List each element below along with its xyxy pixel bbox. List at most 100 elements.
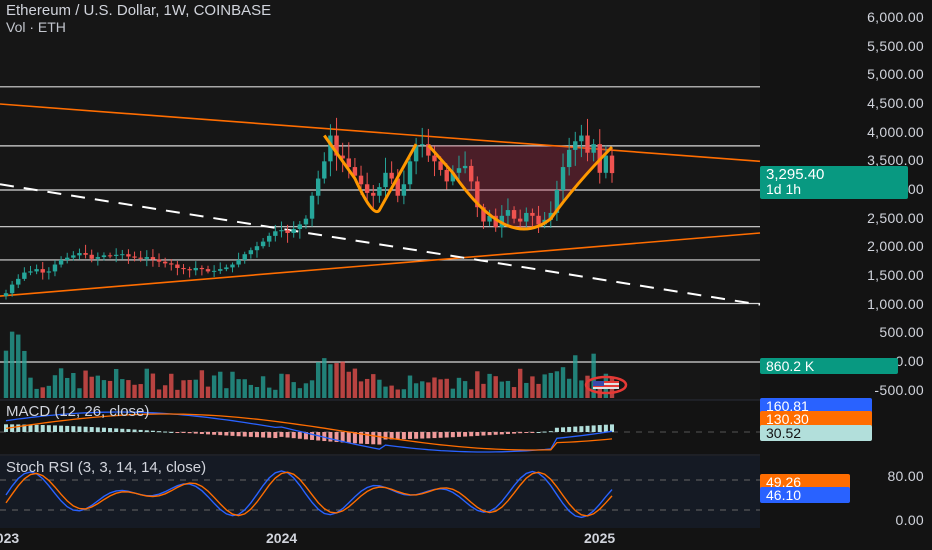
volume-bar (242, 379, 247, 398)
candle-body (426, 144, 431, 156)
macd-histogram-bar (77, 426, 82, 432)
macd-histogram-bar (548, 431, 553, 433)
macd-histogram-bar (573, 426, 578, 432)
macd-histogram-bar (138, 429, 143, 432)
signal-value-badge: 130.30 (760, 411, 872, 427)
macd-histogram-bar (499, 432, 504, 435)
macd-histogram-bar (144, 430, 149, 432)
price-axis-label: -500.00 (874, 381, 924, 398)
price-axis-label: 1,000.00 (867, 295, 924, 312)
macd-histogram-bar (89, 427, 94, 432)
volume-bar (536, 383, 541, 398)
macd-histogram-bar (561, 427, 566, 432)
macd-histogram-bar (254, 432, 259, 438)
candle-body (511, 210, 517, 219)
volume-bar (132, 384, 137, 398)
volume-bar (211, 375, 217, 398)
candle-body (120, 254, 125, 256)
candle-body (267, 235, 272, 242)
macd-histogram-bar (359, 432, 364, 444)
volume-bar (469, 389, 474, 398)
candle-body (383, 172, 388, 188)
volume-bar (371, 374, 376, 398)
candle-body (401, 184, 407, 196)
macd-histogram-bar (95, 427, 100, 432)
macd-histogram-bar (52, 425, 57, 432)
stoch-rsi-pane (0, 470, 760, 519)
macd-histogram-bar (328, 432, 333, 442)
candle-body (469, 165, 474, 182)
volume-badge: 860.2 K (760, 358, 898, 374)
macd-histogram-bar (426, 432, 431, 439)
macd-histogram-bar (218, 432, 223, 436)
macd-pane (0, 411, 760, 453)
volume-bar (383, 386, 388, 398)
price-axis-label: 5,000.00 (867, 66, 924, 83)
candle-body (187, 269, 192, 271)
candle-body (138, 257, 143, 259)
trendline (0, 103, 761, 163)
volume-bar (150, 373, 156, 398)
volume-bar (554, 371, 560, 398)
volume-bar (579, 380, 584, 398)
candle-body (175, 264, 180, 268)
candle-body (456, 168, 462, 173)
macd-value-badge: 160.81 (760, 398, 872, 414)
candle-body (322, 161, 327, 179)
macd-histogram-bar (71, 426, 76, 432)
candle-body (505, 210, 511, 216)
last-price-badge: 3,295.40 1d 1h (760, 166, 908, 199)
price-axis-label: 6,000.00 (867, 9, 924, 25)
volume-bar (52, 375, 58, 398)
macd-histogram-bar (322, 432, 327, 442)
stoch-d-line (5, 471, 613, 517)
macd-histogram-bar (610, 424, 614, 432)
us-flag-icon[interactable] (584, 375, 628, 395)
candle-body (95, 257, 101, 259)
volume-bar (187, 379, 192, 398)
volume-bar (462, 381, 468, 398)
candle-body (46, 271, 52, 273)
price-axis-label: 1,500.00 (867, 267, 924, 283)
volume-bar (113, 368, 119, 398)
candle-body (126, 254, 131, 257)
macd-histogram-bar (132, 429, 137, 432)
volume-bar (322, 358, 327, 398)
stoch-axis-label-0: 0.00 (895, 512, 924, 528)
macd-histogram-bar (59, 425, 64, 432)
trendline (0, 232, 761, 297)
candle-body (113, 254, 119, 256)
candle-body (603, 155, 609, 173)
macd-histogram-bar (22, 424, 27, 432)
candle-body (560, 167, 566, 190)
macd-histogram-bar (150, 430, 155, 432)
candle-body (107, 255, 113, 257)
candle-body (573, 141, 578, 150)
candle-body (493, 215, 498, 228)
volume-bar (120, 379, 125, 398)
volume-bar (279, 373, 284, 398)
candle-body (40, 269, 45, 273)
candle-body (58, 259, 64, 265)
macd-histogram-bar (199, 432, 204, 434)
candle-body (150, 257, 156, 260)
candle-body (438, 161, 443, 170)
macd-histogram-bar (126, 429, 131, 432)
macd-histogram-bar (401, 432, 406, 440)
macd-histogram-bar (83, 426, 88, 432)
candle-body (77, 253, 82, 256)
stoch-rsi-legend: Stoch RSI (3, 3, 14, 14, close) (6, 459, 207, 476)
volume-bar (426, 382, 431, 398)
macd-histogram-bar (432, 432, 437, 439)
volume-bar (444, 378, 449, 398)
volume-bar (297, 388, 303, 398)
macd-histogram-bar (420, 432, 425, 439)
macd-histogram-bar (505, 432, 510, 435)
volume-bar (303, 383, 309, 398)
volume-bar (328, 364, 333, 398)
macd-histogram-bar (414, 432, 419, 439)
macd-histogram-bar (163, 431, 168, 433)
stoch-d-badge: 46.10 (760, 487, 850, 503)
macd-histogram-bar (310, 432, 315, 440)
